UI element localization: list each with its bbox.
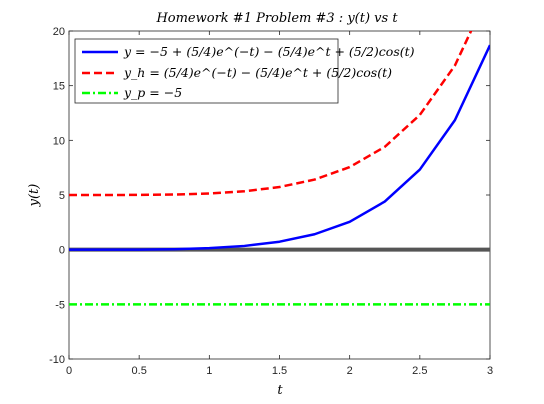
x-tick-label: 2.5: [412, 365, 427, 377]
x-axis-label: t: [277, 383, 283, 398]
y-tick-label: 5: [59, 190, 65, 202]
y-tick-label: 15: [53, 81, 65, 93]
x-tick-label: 3: [487, 365, 493, 377]
y-tick-label: 10: [53, 135, 65, 147]
y-axis-label: y(t): [27, 184, 42, 208]
x-tick-label: 1.5: [272, 365, 287, 377]
x-tick-label: 2: [347, 365, 353, 377]
axis-ticks: 0 0.5 1 1.5 2 2.5 3 -10 -5 0 5 10 15 20: [49, 26, 493, 377]
legend-label-yh: y_h = (5/4)e^(−t) − (5/4)e^t + (5/2)cos(…: [123, 65, 392, 80]
legend: y = −5 + (5/4)e^(−t) − (5/4)e^t + (5/2)c…: [74, 38, 415, 104]
y-tick-label: -10: [49, 354, 65, 366]
y-tick-label: -5: [55, 299, 65, 311]
legend-label-y: y = −5 + (5/4)e^(−t) − (5/4)e^t + (5/2)c…: [123, 44, 415, 59]
legend-box: [74, 38, 339, 104]
x-tick-label: 0: [66, 365, 72, 377]
y-tick-label: 20: [53, 26, 65, 38]
x-tick-label: 0.5: [132, 365, 147, 377]
series-line-1: [69, 31, 473, 197]
series-lines: [69, 31, 490, 306]
x-tick-label: 1: [206, 365, 212, 377]
y-tick-label: 0: [59, 245, 65, 257]
chart-title: Homework #1 Problem #3 : y(t) vs t: [155, 11, 398, 26]
series-line-0: [69, 44, 490, 251]
legend-label-yp: y_p = −5: [123, 85, 182, 100]
